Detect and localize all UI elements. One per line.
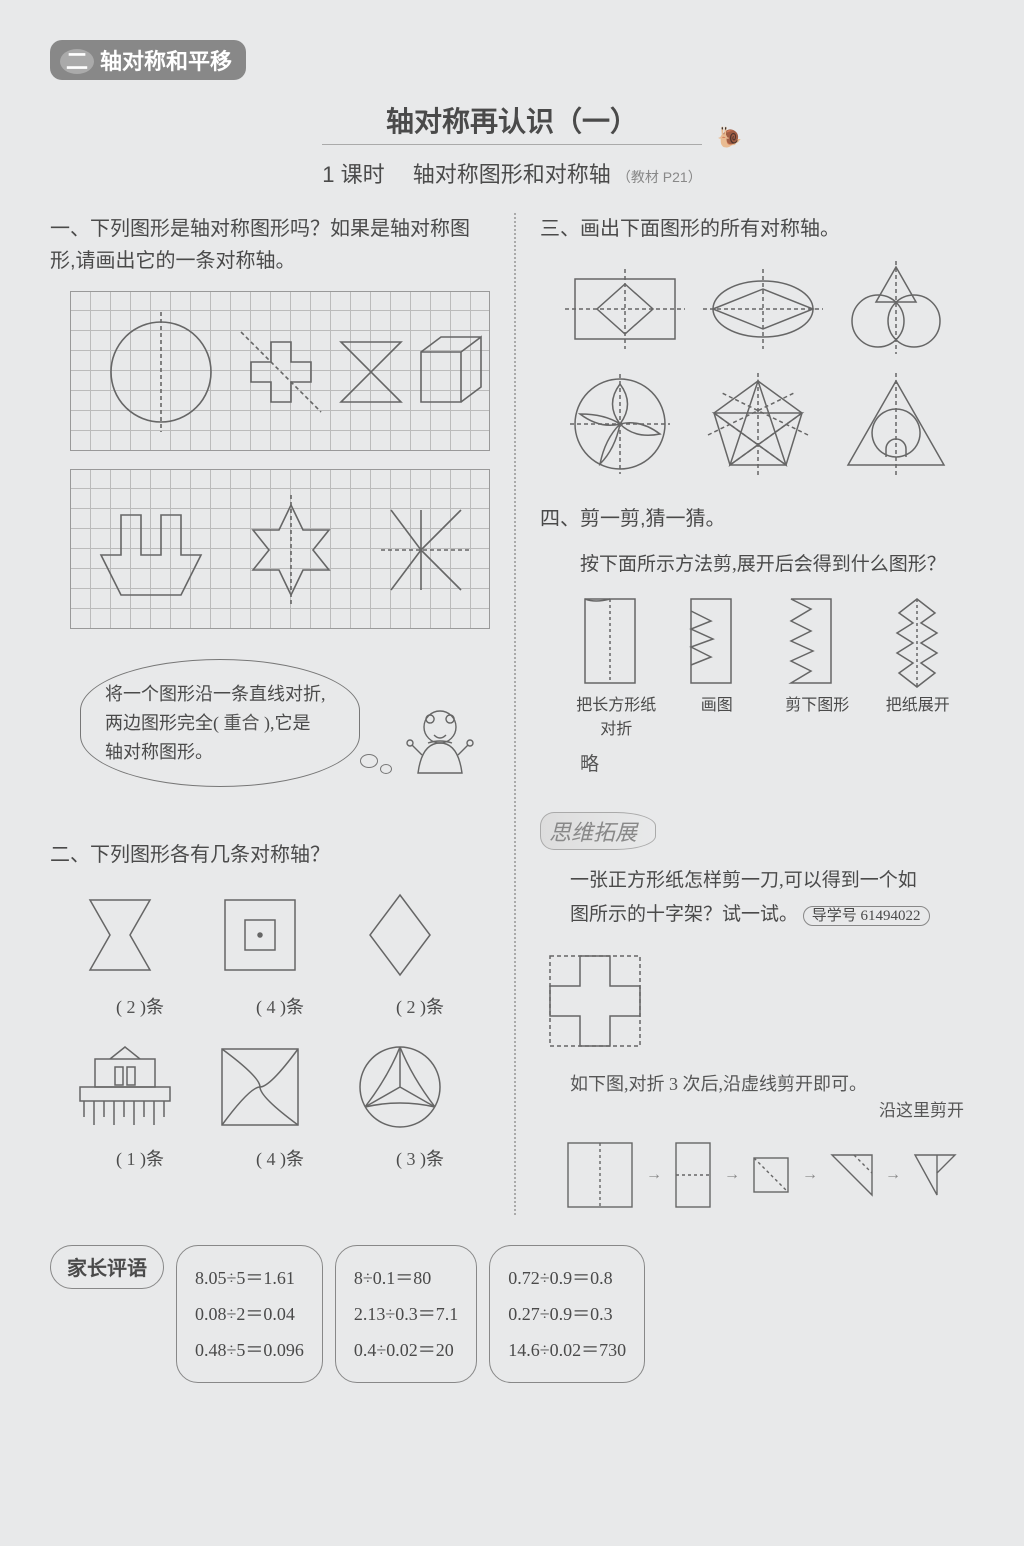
q4-step2: 画图: [671, 591, 764, 739]
q3-shape6: [836, 369, 974, 479]
footer-col2: 8÷0.1＝80 2.13÷0.3＝7.1 0.4÷0.02＝20: [335, 1245, 477, 1383]
calc-3-2: 0.27÷0.9＝0.3: [508, 1296, 626, 1332]
q3-shape1: [560, 264, 698, 354]
q2-shape2: ( 4 )条: [210, 885, 350, 1019]
q2-shape5: ( 4 )条: [210, 1037, 350, 1171]
q2-ans5: 4: [267, 1149, 276, 1169]
bubble-line2b: ),它是: [264, 713, 311, 733]
cut-here-label: 沿这里剪开: [540, 1096, 974, 1121]
calc-3-1: 0.72÷0.9＝0.8: [508, 1260, 626, 1296]
lesson-num: 1 课时: [322, 162, 384, 187]
q3-shape5: [698, 369, 836, 479]
lesson-topic: 轴对称图形和对称轴: [413, 162, 611, 187]
q2-shape4: ( 1 )条: [70, 1037, 210, 1171]
fold-diagram: → → → →: [540, 1135, 974, 1215]
bubble-line2a: 两边图形完全(: [105, 713, 219, 733]
chapter-title: 轴对称和平移: [100, 49, 232, 74]
q4-step3: 剪下图形: [771, 591, 864, 739]
q1-grid2: [70, 469, 490, 629]
q4-title: 四、剪一剪,猜一猜。: [540, 503, 974, 535]
calc-2-3: 0.4÷0.02＝20: [354, 1332, 458, 1368]
siwei-text: 一张正方形纸怎样剪一刀,可以得到一个如 图所示的十字架？试一试。 导学号 614…: [540, 864, 974, 932]
bubble-line3: 轴对称图形。: [105, 742, 213, 762]
q1-title: 一、下列图形是轴对称图形吗？如果是轴对称图形,请画出它的一条对称轴。: [50, 213, 490, 277]
q2-shape3: ( 2 )条: [350, 885, 490, 1019]
main-title-text: 轴对称再认识（一）: [386, 106, 638, 137]
calc-1-3: 0.48÷5＝0.096: [195, 1332, 304, 1368]
q4-step4: 把纸展开: [872, 591, 965, 739]
calc-3-3: 14.6÷0.02＝730: [508, 1332, 626, 1368]
siwei-solution: 如下图,对折 3 次后,沿虚线剪开即可。: [540, 1070, 974, 1096]
q2-ans1: 2: [127, 997, 136, 1017]
chapter-num: 二: [60, 49, 94, 74]
siwei-badge: 思维拓展: [540, 812, 656, 850]
bubble-line1: 将一个图形沿一条直线对折,: [105, 684, 326, 704]
footer-col3: 0.72÷0.9＝0.8 0.27÷0.9＝0.3 14.6÷0.02＝730: [489, 1245, 645, 1383]
calc-2-1: 8÷0.1＝80: [354, 1260, 458, 1296]
q2-shape6: ( 3 )条: [350, 1037, 490, 1171]
q2-ans2: 4: [267, 997, 276, 1017]
q2-shape1: ( 2 )条: [70, 885, 210, 1019]
textbook-ref: （教材 P21）: [617, 169, 702, 185]
q2-ans4: 1: [127, 1149, 136, 1169]
q4-text: 按下面所示方法剪,展开后会得到什么图形？: [540, 549, 974, 581]
q3-shape3: [836, 259, 974, 359]
chapter-badge: 二轴对称和平移: [50, 40, 246, 80]
q3-title: 三、画出下面图形的所有对称轴。: [540, 213, 974, 245]
parent-comment-label: 家长评语: [50, 1245, 164, 1289]
calc-2-2: 2.13÷0.3＝7.1: [354, 1296, 458, 1332]
bubble-answer: 重合: [219, 713, 264, 733]
guide-number: 导学号 61494022: [803, 906, 930, 926]
cross-shape: [540, 946, 974, 1056]
q1-grid1: [70, 291, 490, 451]
q2-ans3: 2: [407, 997, 416, 1017]
definition-bubble: 将一个图形沿一条直线对折, 两边图形完全( 重合 ),它是 轴对称图形。: [80, 659, 490, 809]
main-title: 轴对称再认识（一） 🐌: [322, 100, 702, 145]
footer: 家长评语 8.05÷5＝1.61 0.08÷2＝0.04 0.48÷5＝0.09…: [50, 1245, 974, 1383]
kid-character-icon: [400, 699, 480, 799]
q3-shape2: [698, 264, 836, 354]
calc-1-2: 0.08÷2＝0.04: [195, 1296, 304, 1332]
calc-1-1: 8.05÷5＝1.61: [195, 1260, 304, 1296]
q4-answer: 略: [540, 749, 974, 781]
q2-ans6: 3: [407, 1149, 416, 1169]
q3-shape4: [560, 369, 698, 479]
snail-icon: 🐌: [717, 125, 742, 150]
q4-step1: 把长方形纸对折: [570, 591, 663, 739]
q2-title: 二、下列图形各有几条对称轴？: [50, 839, 490, 871]
footer-col1: 8.05÷5＝1.61 0.08÷2＝0.04 0.48÷5＝0.096: [176, 1245, 323, 1383]
sub-title: 1 课时 轴对称图形和对称轴 （教材 P21）: [50, 157, 974, 189]
